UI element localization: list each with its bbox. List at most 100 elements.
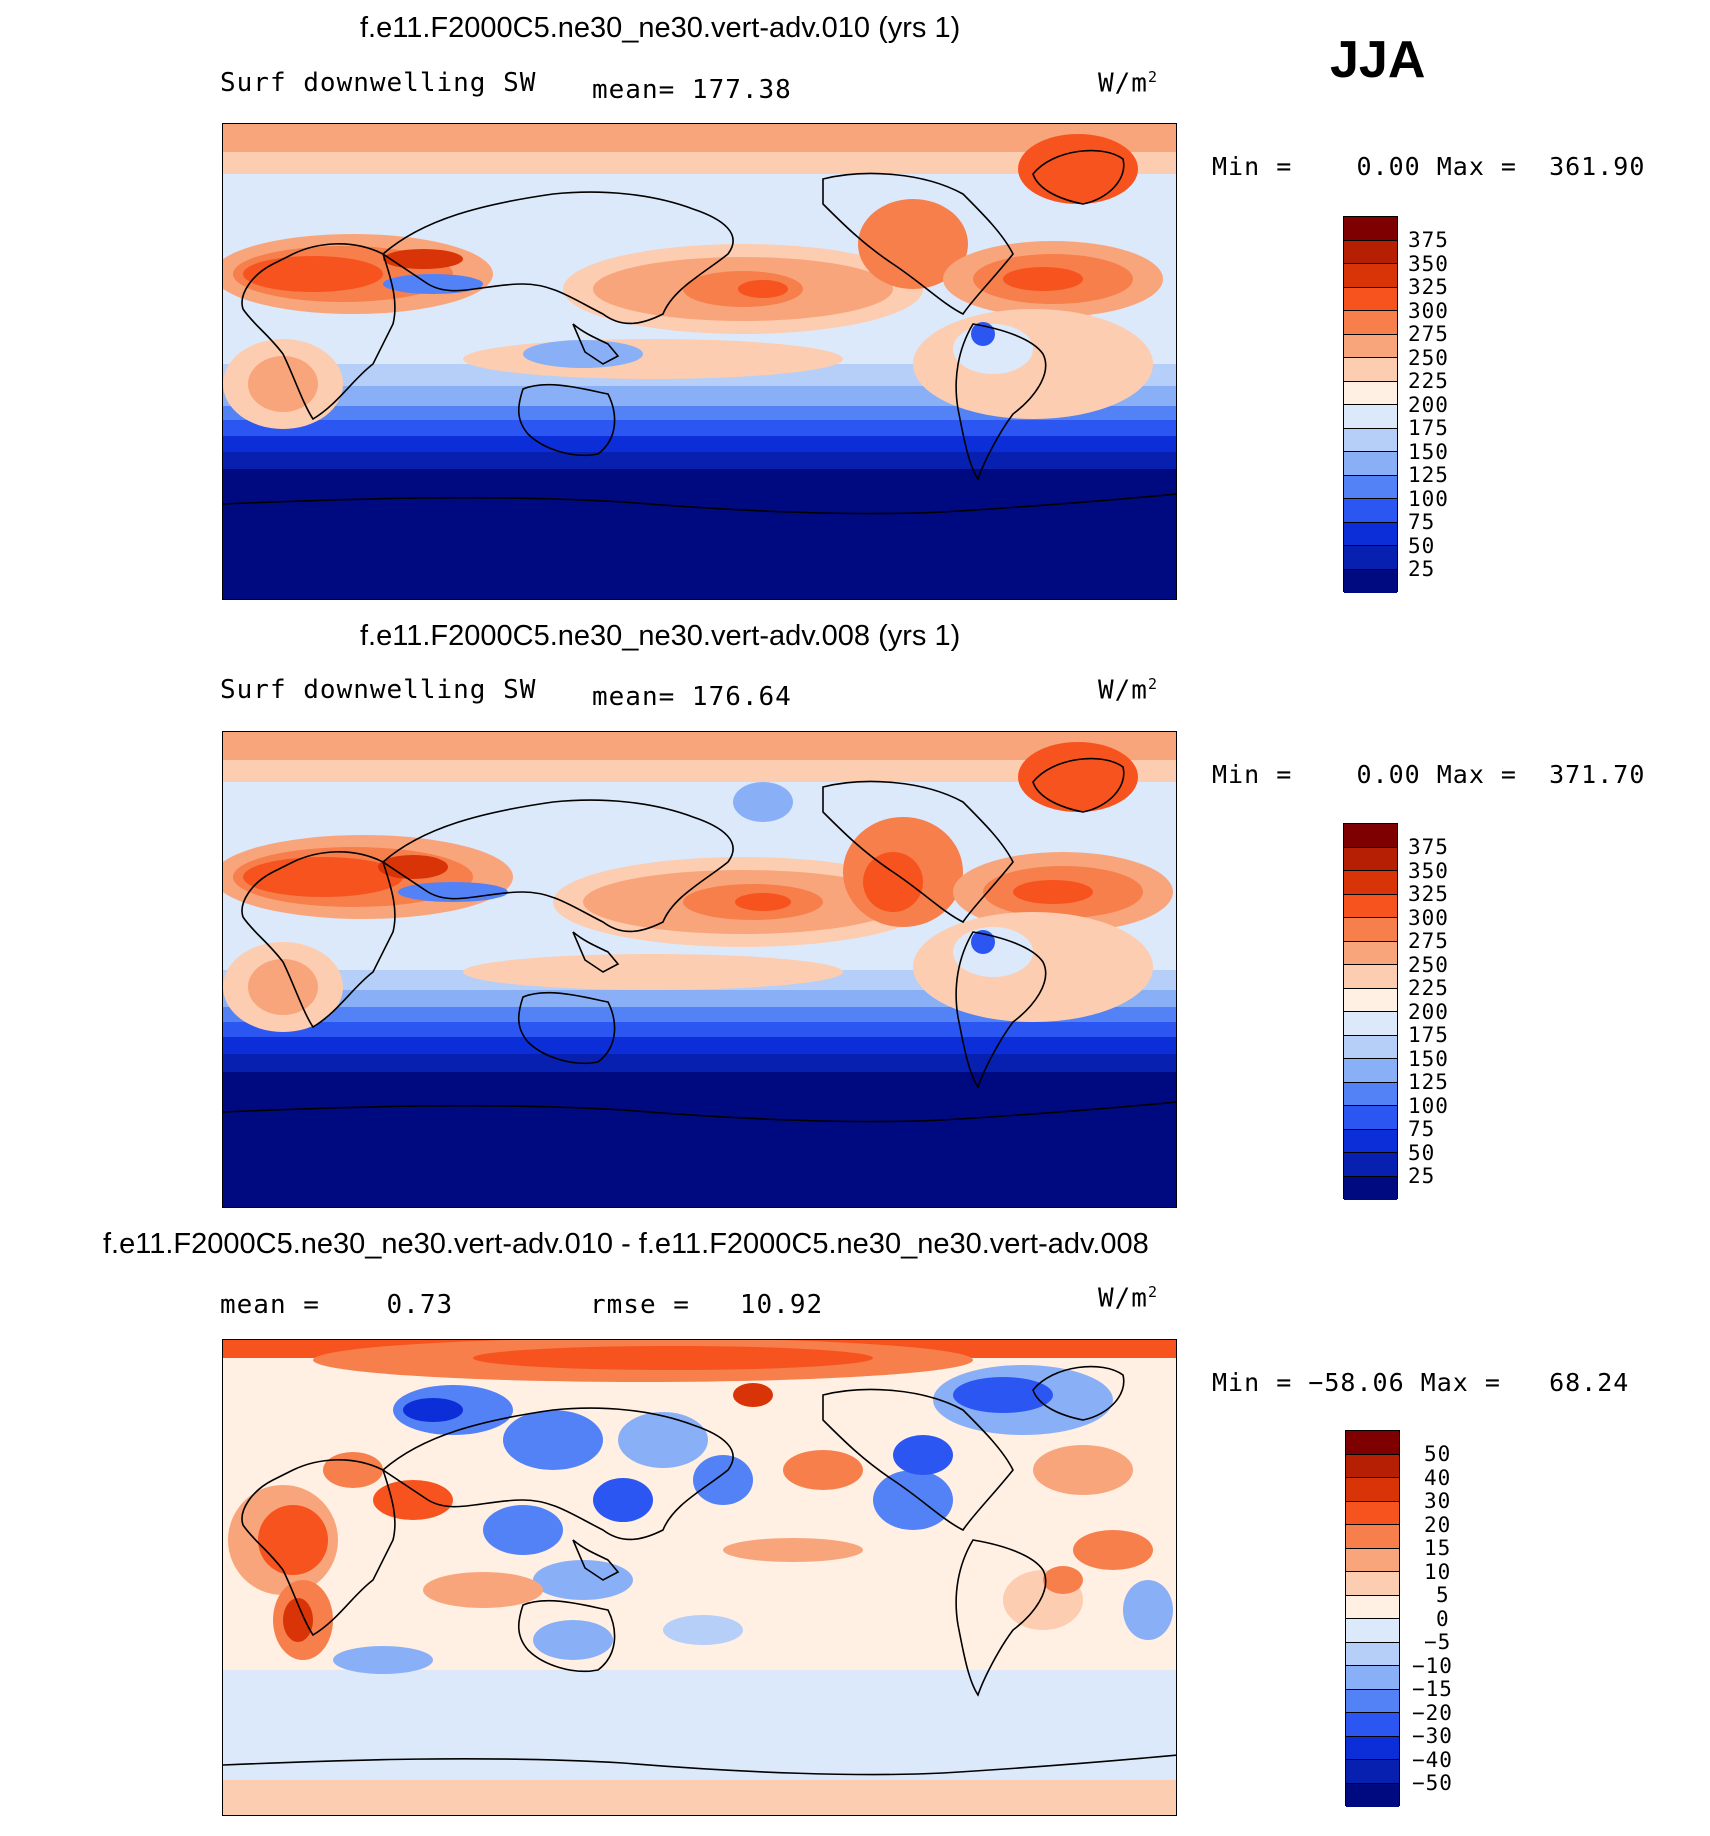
colorbar-tick: 350 [1408,858,1449,883]
colorbar-tick: 275 [1408,929,1449,953]
colorbar-tick: 200 [1408,999,1449,1024]
panel1-variable: Surf downwelling SW [220,68,537,98]
panel1-colorbar-swatch [1344,428,1397,452]
panel2-colorbar-swatch [1344,1106,1397,1130]
panel2-colorbar-swatch [1344,1129,1397,1153]
colorbar-tick: 325 [1408,275,1449,299]
panel2-field [223,732,1176,1207]
colorbar-tick: 350 [1408,251,1449,276]
colorbar-tick: 40 [1424,1465,1452,1490]
colorbar-tick: 25 [1408,557,1436,581]
panel3-colorbar-swatch [1346,1454,1399,1478]
colorbar-tick: 30 [1424,1489,1452,1513]
panel2-colorbar-swatch [1344,1082,1397,1106]
panel3-colorbar-swatch [1346,1666,1399,1690]
colorbar-tick: 50 [1408,1140,1436,1165]
colorbar-tick: −40 [1412,1747,1453,1772]
panel3-range: Min = −58.06 Max = 68.24 [1212,1368,1630,1397]
panel1-mean: mean= 177.38 [592,75,792,105]
panel3-colorbar-swatch [1346,1501,1399,1525]
panel1-colorbar-swatch [1344,311,1397,335]
colorbar-tick: −20 [1412,1700,1453,1725]
colorbar-tick: 50 [1408,533,1436,558]
colorbar-tick: 175 [1408,416,1449,440]
colorbar-tick: −15 [1412,1677,1453,1701]
panel3-colorbar-swatch [1346,1783,1399,1807]
panel1-colorbar-swatch [1344,334,1397,358]
panel2-colorbar-swatch [1344,824,1397,848]
panel1-colorbar-swatch [1344,546,1397,570]
panel2-colorbar-swatch [1344,847,1397,871]
colorbar-tick: 0 [1436,1606,1450,1631]
colorbar-tick: −5 [1424,1630,1452,1654]
panel1-colorbar-swatch [1344,217,1397,241]
colorbar-tick: 225 [1408,976,1449,1000]
colorbar-tick: 200 [1408,392,1449,417]
panel2-colorbar-swatch [1344,1153,1397,1177]
panel3-map [222,1339,1177,1816]
panel3-colorbar-swatch [1346,1713,1399,1737]
panel1-colorbar-swatch [1344,475,1397,499]
colorbar-tick: 20 [1424,1512,1452,1537]
colorbar-tick: 25 [1408,1164,1436,1188]
panel2-units: W/m2 [1098,675,1158,706]
panel3-colorbar-swatch [1346,1736,1399,1760]
panel1-units: W/m2 [1098,68,1158,99]
panel2-colorbar-swatch [1344,918,1397,942]
panel1-colorbar-swatch [1344,381,1397,405]
panel1-map [222,123,1177,600]
colorbar-tick: 150 [1408,439,1449,464]
panel3-title: f.e11.F2000C5.ne30_ne30.vert-adv.010 - f… [103,1228,1149,1260]
panel3-colorbar-swatch [1346,1619,1399,1643]
colorbar-tick: 275 [1408,322,1449,346]
panel3-colorbar-swatch [1346,1595,1399,1619]
panel2-variable: Surf downwelling SW [220,675,537,705]
colorbar-tick: 375 [1408,228,1449,252]
colorbar-tick: 125 [1408,463,1449,487]
colorbar-tick: 15 [1424,1536,1452,1560]
panel3-colorbar [1345,1430,1400,1807]
colorbar-tick: 325 [1408,882,1449,906]
panel1-colorbar-swatch [1344,287,1397,311]
colorbar-tick: 10 [1424,1559,1452,1584]
colorbar-tick: 300 [1408,905,1449,930]
panel1-colorbar-swatch [1344,405,1397,429]
panel3-colorbar-swatch [1346,1431,1399,1455]
colorbar-tick: 150 [1408,1046,1449,1071]
panel2-colorbar-swatch [1344,1035,1397,1059]
panel3-mean: mean = 0.73 [220,1290,454,1320]
panel1-colorbar-swatch [1344,499,1397,523]
panel1-field [223,124,1176,599]
colorbar-tick: 175 [1408,1023,1449,1047]
panel3-colorbar-swatch [1346,1572,1399,1596]
panel2-colorbar-swatch [1344,871,1397,895]
panel2-colorbar-swatch [1344,1012,1397,1036]
panel2-title: f.e11.F2000C5.ne30_ne30.vert-adv.008 (yr… [360,620,961,652]
panel3-colorbar-swatch [1346,1548,1399,1572]
panel2-range: Min = 0.00 Max = 371.70 [1212,760,1646,789]
colorbar-tick: 5 [1436,1583,1450,1607]
panel3-colorbar-swatch [1346,1760,1399,1784]
colorbar-tick: −50 [1412,1771,1453,1795]
panel3-field [223,1340,1176,1815]
colorbar-tick: 75 [1408,1117,1436,1141]
colorbar-tick: 300 [1408,298,1449,323]
colorbar-tick: 50 [1424,1442,1452,1466]
panel1-colorbar-swatch [1344,264,1397,288]
panel2-colorbar-swatch [1344,988,1397,1012]
panel1-colorbar-swatch [1344,569,1397,593]
panel1-title: f.e11.F2000C5.ne30_ne30.vert-adv.010 (yr… [360,12,961,44]
panel3-colorbar-swatch [1346,1689,1399,1713]
colorbar-tick: −10 [1412,1653,1453,1678]
panel3-colorbar-swatch [1346,1642,1399,1666]
panel1-colorbar-swatch [1344,240,1397,264]
panel3-rmse: rmse = 10.92 [590,1290,824,1320]
panel1-colorbar-swatch [1344,522,1397,546]
colorbar-tick: 75 [1408,510,1436,534]
panel1-colorbar-swatch [1344,452,1397,476]
panel2-colorbar-swatch [1344,1059,1397,1083]
panel3-colorbar-swatch [1346,1525,1399,1549]
colorbar-tick: 100 [1408,1093,1449,1118]
colorbar-tick: 375 [1408,835,1449,859]
colorbar-tick: 250 [1408,345,1449,370]
